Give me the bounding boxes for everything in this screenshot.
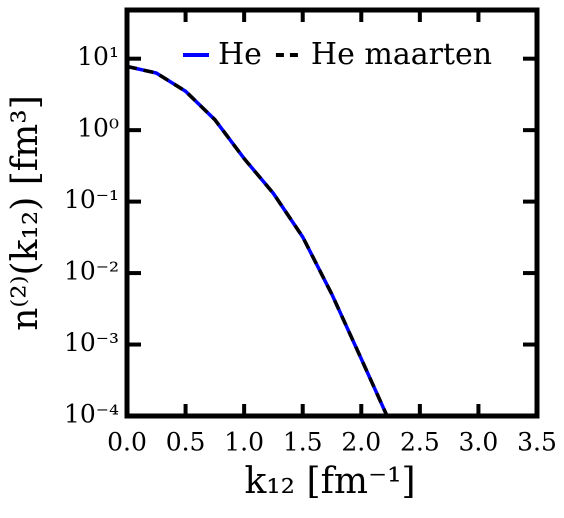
legend-label: He maarten (311, 37, 492, 72)
y-tick-label: 10⁻¹ (64, 185, 119, 214)
y-tick-label: 10⁻² (64, 257, 119, 286)
x-axis-label: k₁₂ [fm⁻¹] (244, 461, 415, 502)
line-series (127, 64, 389, 416)
x-tick-label: 2.5 (400, 428, 440, 457)
x-tick-label: 3.5 (517, 428, 557, 457)
x-tick-label: 1.0 (224, 428, 264, 457)
y-axis-label: n⁽²⁾(k₁₂) [fm³] (5, 95, 46, 331)
x-tick-label: 0.0 (107, 428, 147, 457)
line-series (127, 64, 389, 416)
y-tick-label: 10⁰ (77, 114, 119, 143)
y-tick-label: 10⁻³ (64, 328, 119, 357)
plot-frame (124, 7, 540, 419)
y-tick-label: 10⁻⁴ (64, 400, 119, 429)
legend-label: He (218, 37, 262, 72)
x-tick-label: 3.0 (459, 428, 499, 457)
x-tick-label: 1.5 (283, 428, 323, 457)
x-tick-label: 0.5 (166, 428, 206, 457)
y-tick-label: 10¹ (77, 42, 119, 71)
plot-area (127, 64, 389, 416)
x-tick-label: 2.0 (341, 428, 381, 457)
